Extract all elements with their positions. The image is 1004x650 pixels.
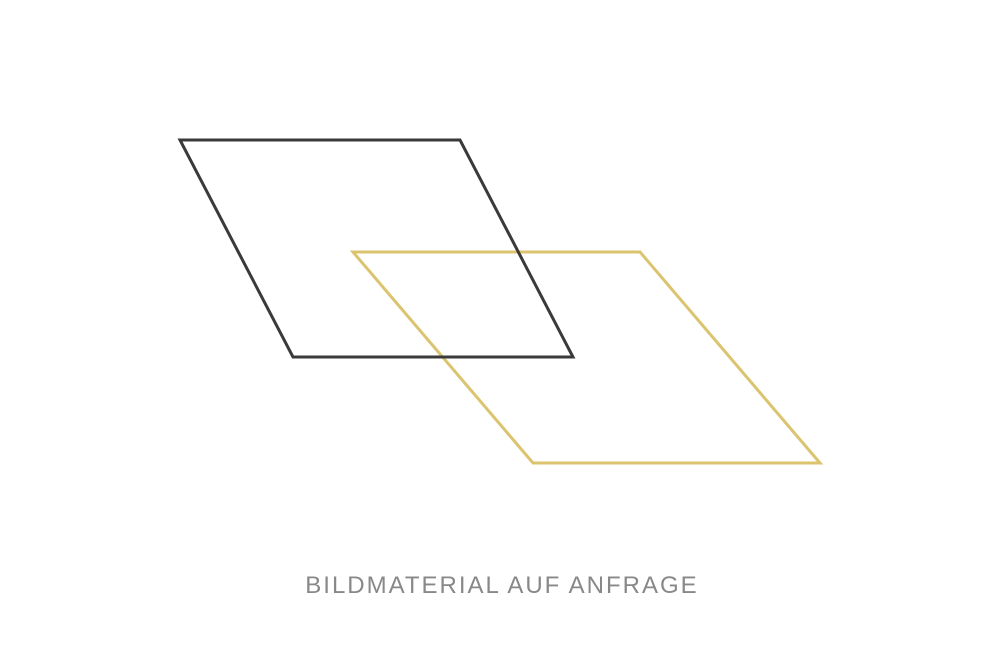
placeholder-logo xyxy=(0,0,1004,550)
dark-parallelogram xyxy=(180,140,573,357)
caption-text: BILDMATERIAL AUF ANFRAGE xyxy=(0,572,1004,600)
